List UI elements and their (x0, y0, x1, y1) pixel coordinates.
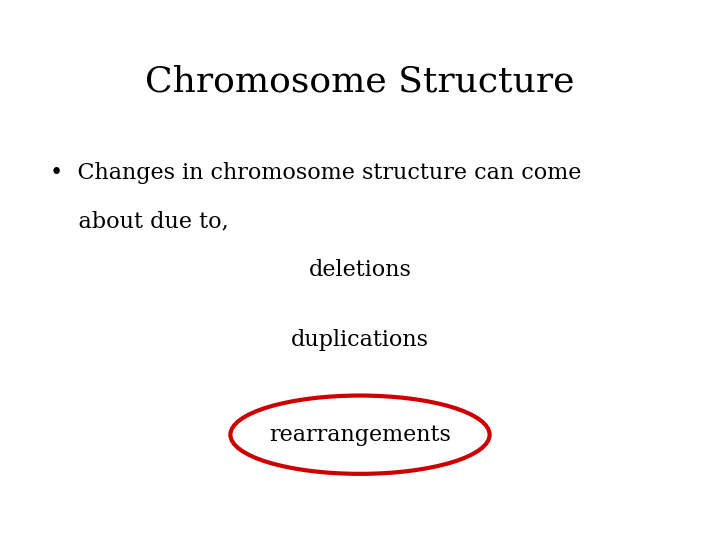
Text: Chromosome Structure: Chromosome Structure (145, 65, 575, 99)
Text: •  Changes in chromosome structure can come: • Changes in chromosome structure can co… (50, 162, 582, 184)
Text: about due to,: about due to, (50, 211, 229, 233)
Text: duplications: duplications (291, 329, 429, 351)
Text: deletions: deletions (309, 259, 411, 281)
Text: rearrangements: rearrangements (269, 424, 451, 446)
